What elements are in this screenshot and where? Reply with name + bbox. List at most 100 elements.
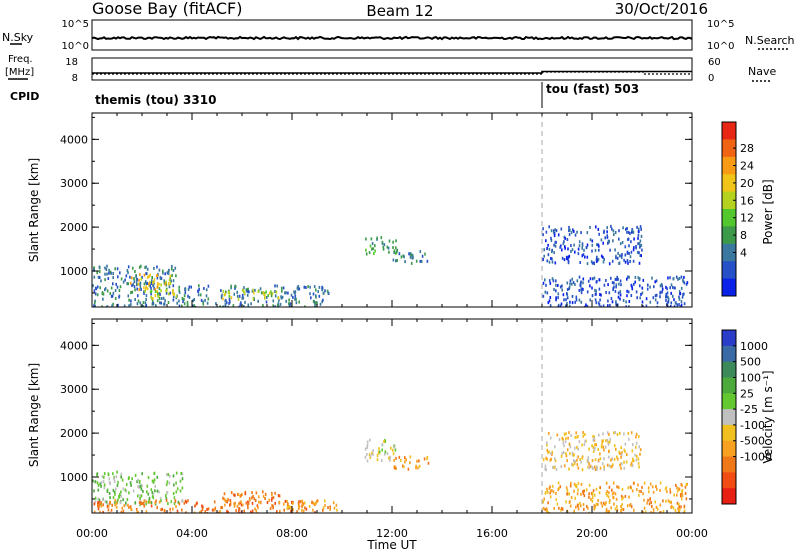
data-cell xyxy=(570,250,572,253)
data-cell xyxy=(114,499,117,502)
colorbar-tick-label: 500 xyxy=(740,356,761,369)
data-cell xyxy=(565,304,567,307)
data-cell xyxy=(395,250,398,254)
data-cell xyxy=(248,497,251,501)
data-cell xyxy=(651,485,654,489)
data-cell xyxy=(602,445,605,449)
data-cell xyxy=(173,502,176,506)
data-cell xyxy=(680,275,683,279)
colorbar-swatch xyxy=(722,209,736,227)
data-cell xyxy=(673,298,675,302)
data-cell xyxy=(125,274,128,278)
data-cell xyxy=(587,506,589,510)
data-cell xyxy=(99,270,101,274)
data-cell xyxy=(650,501,653,505)
data-cell xyxy=(155,304,157,307)
data-cell xyxy=(614,231,617,234)
data-cell xyxy=(588,492,590,496)
data-cell xyxy=(136,480,138,484)
data-cell xyxy=(242,503,244,507)
data-cell xyxy=(183,302,186,306)
data-cell xyxy=(638,435,640,439)
data-cell xyxy=(598,433,600,437)
data-cell xyxy=(543,248,545,252)
data-cell xyxy=(122,280,125,284)
data-cell xyxy=(158,297,161,301)
data-cell xyxy=(594,465,596,469)
data-cell xyxy=(613,444,616,448)
data-cell xyxy=(626,289,628,293)
data-cell xyxy=(284,499,287,503)
data-cell xyxy=(606,230,608,234)
data-cell xyxy=(592,489,595,493)
data-cell xyxy=(633,246,635,250)
data-cell xyxy=(586,243,589,247)
data-cell xyxy=(575,485,578,489)
data-cell xyxy=(226,509,228,513)
data-cell xyxy=(603,257,605,261)
data-cell xyxy=(135,275,137,279)
data-cell xyxy=(151,491,154,494)
data-cell xyxy=(587,456,590,460)
data-cell xyxy=(240,500,242,504)
data-cell xyxy=(194,305,197,307)
data-cell xyxy=(666,291,669,295)
data-cell xyxy=(106,489,109,493)
data-cell xyxy=(596,255,598,259)
data-cell xyxy=(366,452,368,456)
data-cell xyxy=(621,503,623,507)
data-cell xyxy=(150,292,152,296)
data-cell xyxy=(140,277,143,281)
data-cell xyxy=(415,259,418,263)
data-cell xyxy=(618,229,620,233)
data-cell xyxy=(202,505,204,509)
data-cell xyxy=(595,502,598,506)
data-cell xyxy=(678,295,680,299)
data-cell xyxy=(612,481,615,485)
data-cell xyxy=(549,458,552,462)
data-cell xyxy=(612,496,615,500)
colorbar-swatch xyxy=(722,393,736,410)
data-cell xyxy=(616,433,619,436)
data-cell xyxy=(552,230,555,234)
data-cell xyxy=(557,284,559,287)
data-cell xyxy=(371,242,374,245)
data-cell xyxy=(639,254,642,257)
freq-label-line2: [MHz] xyxy=(5,67,34,78)
data-cell xyxy=(151,300,154,303)
data-cell xyxy=(424,252,426,256)
data-cell xyxy=(230,296,233,300)
data-cell xyxy=(630,250,633,254)
data-cell xyxy=(229,300,231,304)
data-cell xyxy=(542,257,544,261)
data-cell xyxy=(149,290,152,294)
data-cell xyxy=(168,269,170,272)
data-cell xyxy=(163,281,166,285)
data-cell xyxy=(206,301,209,305)
data-cell xyxy=(286,507,289,510)
data-cell xyxy=(160,508,162,512)
data-cell xyxy=(628,300,631,303)
data-cell xyxy=(298,504,301,508)
data-cell xyxy=(336,508,338,512)
data-cell xyxy=(143,504,146,508)
data-cell xyxy=(583,443,586,447)
data-cell xyxy=(622,299,625,302)
data-cell xyxy=(573,453,575,457)
data-cell xyxy=(115,505,118,509)
data-cell xyxy=(569,452,571,456)
data-cell xyxy=(620,494,623,498)
data-cell xyxy=(395,259,397,263)
data-cell xyxy=(96,271,98,275)
data-cell xyxy=(156,506,158,510)
data-cell xyxy=(110,294,113,298)
data-cell xyxy=(255,509,258,513)
data-cell xyxy=(626,227,628,230)
data-cell xyxy=(108,268,110,272)
data-cell xyxy=(128,298,130,302)
data-cell xyxy=(92,284,94,288)
data-cell xyxy=(614,492,617,496)
data-cell xyxy=(596,258,599,262)
data-cell xyxy=(635,290,638,294)
data-cell xyxy=(665,499,667,503)
